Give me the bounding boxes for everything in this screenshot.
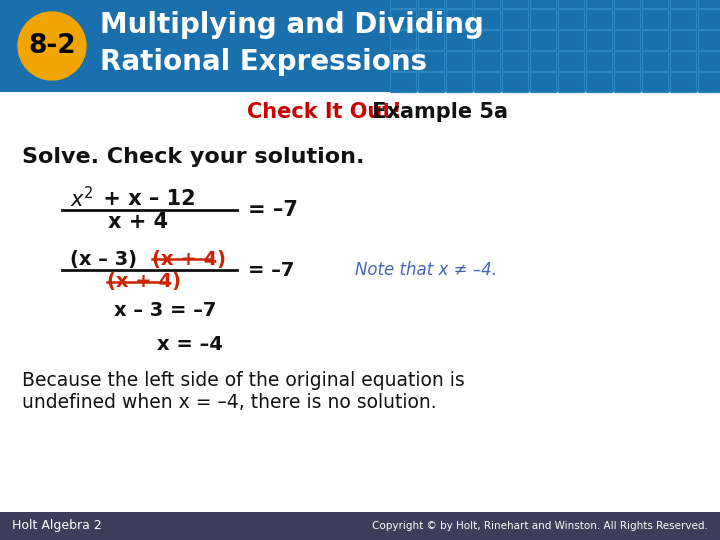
- Bar: [502, 30, 528, 50]
- Bar: [446, 30, 472, 50]
- Bar: [418, 30, 444, 50]
- Bar: [390, 30, 416, 50]
- Text: Copyright © by Holt, Rinehart and Winston. All Rights Reserved.: Copyright © by Holt, Rinehart and Winsto…: [372, 521, 708, 531]
- Bar: [474, 30, 500, 50]
- Bar: [614, 30, 640, 50]
- Bar: [530, 51, 556, 71]
- Bar: [0, 512, 720, 540]
- Bar: [558, 30, 584, 50]
- Bar: [614, 9, 640, 29]
- Bar: [642, 9, 668, 29]
- Bar: [474, 72, 500, 92]
- Bar: [670, 72, 696, 92]
- Bar: [390, 9, 416, 29]
- Bar: [390, 72, 416, 92]
- Bar: [446, 51, 472, 71]
- Bar: [502, 0, 528, 8]
- Bar: [0, 0, 720, 92]
- Bar: [418, 9, 444, 29]
- Bar: [474, 51, 500, 71]
- Text: Because the left side of the original equation is: Because the left side of the original eq…: [22, 370, 464, 389]
- Bar: [558, 51, 584, 71]
- Text: (x + 4): (x + 4): [152, 249, 226, 268]
- Text: 8-2: 8-2: [28, 33, 76, 59]
- Bar: [558, 0, 584, 8]
- Bar: [586, 9, 612, 29]
- Bar: [446, 0, 472, 8]
- Text: + x – 12: + x – 12: [96, 189, 196, 209]
- Bar: [502, 51, 528, 71]
- Bar: [474, 9, 500, 29]
- Text: (x – 3): (x – 3): [70, 249, 137, 268]
- Bar: [698, 72, 720, 92]
- Bar: [698, 30, 720, 50]
- Bar: [586, 51, 612, 71]
- Bar: [390, 51, 416, 71]
- Bar: [614, 72, 640, 92]
- Bar: [642, 72, 668, 92]
- Bar: [474, 0, 500, 8]
- Bar: [446, 72, 472, 92]
- Text: Check It Out!: Check It Out!: [247, 102, 402, 122]
- Bar: [418, 51, 444, 71]
- Bar: [670, 0, 696, 8]
- Bar: [670, 30, 696, 50]
- Bar: [614, 0, 640, 8]
- Bar: [530, 30, 556, 50]
- Text: Holt Algebra 2: Holt Algebra 2: [12, 519, 102, 532]
- Bar: [698, 9, 720, 29]
- Bar: [586, 30, 612, 50]
- Bar: [642, 30, 668, 50]
- Text: = –7: = –7: [248, 200, 298, 220]
- Bar: [698, 0, 720, 8]
- Text: Multiplying and Dividing: Multiplying and Dividing: [100, 11, 484, 39]
- Text: Solve. Check your solution.: Solve. Check your solution.: [22, 147, 364, 167]
- Bar: [670, 51, 696, 71]
- Bar: [530, 9, 556, 29]
- Bar: [558, 9, 584, 29]
- Bar: [446, 9, 472, 29]
- Bar: [418, 72, 444, 92]
- Bar: [530, 72, 556, 92]
- Bar: [418, 0, 444, 8]
- Bar: [698, 51, 720, 71]
- Bar: [558, 72, 584, 92]
- Bar: [642, 51, 668, 71]
- Bar: [530, 0, 556, 8]
- Text: (x + 4): (x + 4): [107, 273, 181, 292]
- Bar: [614, 51, 640, 71]
- Text: x = –4: x = –4: [157, 334, 223, 354]
- Bar: [390, 0, 416, 8]
- Bar: [502, 9, 528, 29]
- Circle shape: [18, 12, 86, 80]
- Text: $x^2$: $x^2$: [70, 186, 94, 212]
- Text: = –7: = –7: [248, 260, 294, 280]
- Bar: [586, 0, 612, 8]
- Bar: [670, 9, 696, 29]
- Text: x – 3 = –7: x – 3 = –7: [114, 300, 216, 320]
- Text: Rational Expressions: Rational Expressions: [100, 48, 427, 76]
- Text: Example 5a: Example 5a: [365, 102, 508, 122]
- Bar: [586, 72, 612, 92]
- Bar: [642, 0, 668, 8]
- Text: x + 4: x + 4: [108, 212, 168, 232]
- Text: undefined when x = –4, there is no solution.: undefined when x = –4, there is no solut…: [22, 393, 436, 411]
- Bar: [502, 72, 528, 92]
- Text: Note that x ≠ –4.: Note that x ≠ –4.: [355, 261, 497, 279]
